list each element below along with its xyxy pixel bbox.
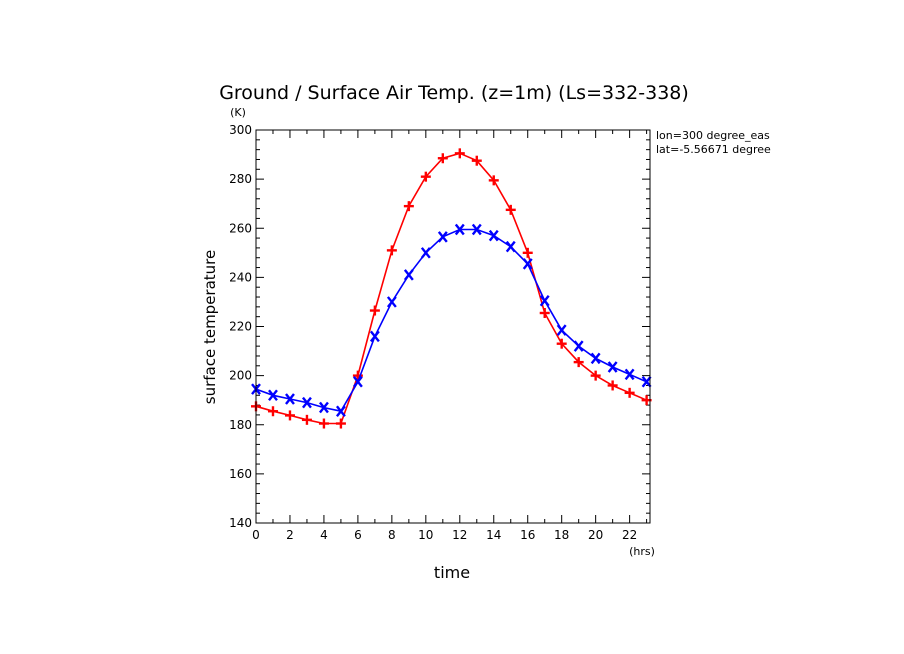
series-2-point	[488, 229, 499, 242]
series-2-point	[590, 352, 601, 365]
series-2-point	[607, 361, 618, 373]
series-1-point	[301, 414, 312, 425]
series-1-point	[386, 245, 397, 256]
y-tick-label: 200	[229, 369, 252, 383]
series-1-point	[335, 418, 346, 429]
x-tick-label: 4	[320, 528, 328, 542]
series-1-point	[284, 410, 295, 421]
x-tick-label: 12	[452, 528, 467, 542]
y-tick-label: 140	[229, 516, 252, 530]
series-2-point	[437, 231, 448, 243]
y-unit-label: (K)	[230, 106, 246, 119]
series-1-point	[437, 153, 448, 164]
x-tick-label: 20	[588, 528, 603, 542]
x-unit-label: (hrs)	[629, 545, 655, 558]
series-1-point	[522, 247, 533, 258]
y-tick-label: 240	[229, 270, 252, 284]
y-tick-label: 180	[229, 418, 252, 432]
series-2-point	[454, 223, 465, 236]
series-layer	[251, 148, 652, 429]
series-line-2	[255, 228, 647, 413]
series-2-point	[352, 376, 363, 388]
series-1-point	[403, 201, 414, 212]
series-2-point	[335, 405, 346, 417]
y-tick-label: 160	[229, 467, 252, 481]
x-tick-label: 8	[388, 528, 396, 542]
series-1-point	[624, 387, 635, 398]
axis-ticks: 140 160 180 200 220 240 260 280 300 0 2 4 6 8 10 12 14 16…	[229, 123, 650, 542]
series-1-point	[471, 155, 482, 166]
series-1-point	[318, 418, 329, 429]
series-1-point	[352, 370, 363, 381]
annotation-lat: lat=-5.56671 degree	[656, 143, 771, 156]
x-tick-label: 2	[286, 528, 294, 542]
series-2-point	[420, 247, 431, 259]
x-tick-label: 22	[622, 528, 637, 542]
series-1-point	[488, 175, 499, 186]
x-tick-label: 6	[354, 528, 362, 542]
x-tick-label: 14	[486, 528, 501, 542]
y-tick-label: 280	[229, 172, 252, 186]
chart-title: Ground / Surface Air Temp. (z=1m) (Ls=33…	[219, 82, 689, 104]
series-2-point	[318, 401, 329, 414]
x-axis-label: time	[434, 563, 470, 582]
series-1-point	[369, 305, 380, 316]
y-axis-label: surface temperature	[201, 250, 219, 405]
series-2-point	[505, 240, 516, 253]
series-line-1	[255, 152, 647, 425]
series-2-point	[302, 396, 312, 409]
x-tick-label: 16	[520, 528, 535, 542]
annotation-lon: lon=300 degree_eas	[656, 129, 770, 142]
series-2-point	[624, 368, 635, 381]
series-2-point	[403, 269, 414, 281]
x-tick-label: 18	[554, 528, 569, 542]
y-tick-label: 220	[229, 320, 252, 334]
series-1-point	[556, 338, 567, 349]
series-1-point	[505, 204, 516, 215]
series-1-point	[420, 171, 431, 182]
y-tick-label: 300	[229, 123, 252, 137]
plot-frame	[255, 129, 651, 524]
series-2-point	[556, 324, 567, 336]
series-2-point	[369, 330, 380, 343]
series-1-point	[454, 148, 465, 159]
series-2-point	[573, 340, 584, 352]
series-1-point	[590, 370, 601, 381]
series-2-point	[539, 294, 550, 307]
series-1-point	[607, 380, 618, 391]
series-1-point	[539, 307, 550, 318]
series-2-point	[471, 223, 482, 236]
series-1-point	[573, 357, 584, 368]
series-2-point	[641, 376, 652, 388]
x-tick-label: 0	[252, 528, 260, 542]
x-tick-label: 10	[418, 528, 433, 542]
series-2-point	[386, 296, 397, 308]
series-2-point	[268, 389, 278, 402]
series-2-point	[285, 393, 295, 405]
series-2-point	[522, 258, 533, 270]
y-tick-label: 260	[229, 221, 252, 235]
series-1-point	[267, 406, 278, 417]
